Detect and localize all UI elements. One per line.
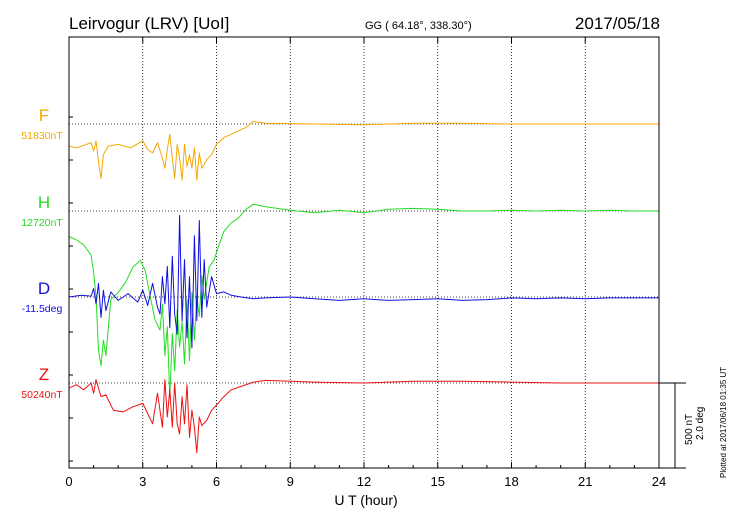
chart-date: 2017/05/18 [575,14,660,33]
x-axis-label: U T (hour) [334,492,397,508]
series-baseline-F: 51830nT [21,130,63,142]
scale-label-nt: 500 nT [684,414,695,445]
x-tick-label-6: 6 [213,474,220,489]
x-tick-label-15: 15 [431,474,445,489]
series-name-D: D [38,279,50,298]
series-name-F: F [39,106,49,125]
series-line-F [68,121,659,181]
series-name-Z: Z [39,365,49,384]
series-baseline-H: 12720nT [21,217,63,229]
series-name-H: H [38,193,50,212]
axis-ticks: 0 3 6 9 12 15 18 21 24 [65,37,666,489]
series-baseline-D: -11.5deg [22,303,63,315]
series-traces [68,121,659,454]
station-title: Leirvogur (LRV) [UoI] [69,14,229,33]
x-tick-label-12: 12 [357,474,371,489]
scale-label-deg: 2.0 deg [695,407,706,440]
plotted-timestamp: Plotted at 2017/06/18 01:35 UT [719,367,728,478]
station-coordinates: GG ( 64.18°, 338.30°) [365,20,472,32]
x-tick-label-18: 18 [504,474,518,489]
series-line-D [68,214,659,349]
series-labels: F 51830nT H 12720nT D -11.5deg Z 50240nT [21,106,63,401]
x-tick-label-24: 24 [652,474,666,489]
x-tick-label-21: 21 [578,474,592,489]
scale-bar: 500 nT 2.0 deg [659,382,706,469]
grid-lines [142,37,586,468]
series-baseline-Z: 50240nT [21,389,63,401]
x-tick-label-9: 9 [287,474,294,489]
x-tick-label-0: 0 [65,474,72,489]
series-line-Z [68,379,659,454]
x-tick-label-3: 3 [139,474,146,489]
